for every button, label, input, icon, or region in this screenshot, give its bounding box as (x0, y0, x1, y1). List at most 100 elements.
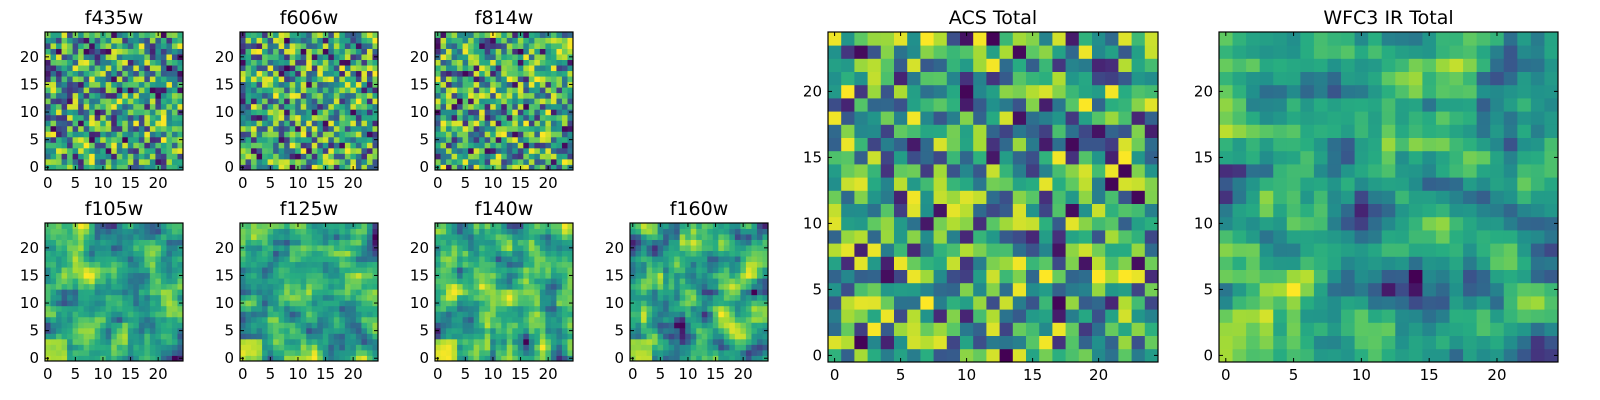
heatmap-cell (300, 109, 307, 116)
heatmap-cell (328, 239, 335, 246)
heatmap-cell (72, 316, 79, 323)
x-tick-label: 10 (678, 365, 697, 383)
heatmap-cell (372, 333, 379, 340)
heatmap-cell (946, 335, 961, 350)
heatmap-cell (446, 223, 452, 229)
heatmap-cell (111, 267, 118, 274)
heatmap-cell (251, 98, 257, 105)
heatmap-cell (1105, 269, 1119, 284)
heatmap-cell (278, 158, 285, 165)
heatmap-cell (1144, 309, 1159, 323)
heatmap-cell (550, 333, 557, 340)
heatmap-cell (1144, 282, 1159, 297)
heatmap-cell (1078, 177, 1093, 191)
heatmap-cell (751, 327, 758, 334)
heatmap-cell (133, 278, 140, 285)
heatmap-cell (333, 261, 340, 268)
heatmap-cell (133, 164, 140, 171)
heatmap-cell (999, 269, 1014, 284)
heatmap-cell (490, 267, 497, 274)
heatmap-cell (446, 305, 452, 312)
heatmap-cell (50, 278, 57, 285)
heatmap-cell (245, 338, 252, 345)
heatmap-cell (300, 153, 307, 160)
heatmap-cell (61, 59, 68, 66)
heatmap-cell (160, 136, 167, 143)
heatmap-cell (267, 289, 274, 296)
heatmap-cell (457, 250, 463, 257)
heatmap-cell (479, 164, 486, 171)
heatmap-cell (451, 272, 458, 279)
heatmap-cell (295, 278, 302, 285)
heatmap-cell (435, 65, 441, 72)
heatmap-cell (523, 92, 530, 99)
heatmap-cell (45, 70, 51, 77)
heatmap-cell (372, 92, 379, 99)
heatmap-cell (339, 305, 346, 312)
heatmap-cell (1092, 269, 1106, 284)
heatmap-cell (539, 327, 546, 334)
heatmap-cell (1052, 216, 1066, 231)
heatmap-cell (122, 92, 129, 99)
heatmap-cell (171, 59, 178, 66)
heatmap-cell (550, 142, 557, 149)
heatmap-cell (668, 250, 675, 257)
heatmap-cell (696, 322, 703, 329)
heatmap-cell (333, 355, 340, 362)
heatmap-cell (545, 289, 552, 296)
heatmap-cell (116, 65, 123, 72)
heatmap-cell (567, 349, 574, 356)
heatmap-cell (344, 316, 351, 323)
heatmap-cell (729, 228, 736, 235)
y-tick-label: 10 (410, 103, 429, 121)
heatmap-cell (1012, 164, 1027, 178)
heatmap-cell (171, 109, 178, 116)
heatmap-cell (646, 305, 653, 312)
heatmap-cell (144, 289, 151, 296)
heatmap-cell (567, 305, 574, 312)
heatmap-cell (160, 158, 167, 165)
heatmap-cell (366, 245, 373, 251)
heatmap-cell (690, 294, 697, 301)
heatmap-cell (446, 272, 452, 279)
heatmap-cell (501, 283, 508, 290)
heatmap-cell (149, 294, 156, 301)
heatmap-cell (867, 335, 882, 350)
heatmap-cell (339, 223, 346, 229)
heatmap-cell (61, 327, 68, 334)
heatmap-cell (484, 54, 491, 60)
heatmap-cell (986, 282, 1000, 297)
heatmap-cell (50, 289, 57, 296)
heatmap-cell (240, 98, 246, 105)
heatmap-cell (435, 250, 441, 257)
heatmap-cell (311, 81, 318, 88)
heatmap-cell (473, 355, 480, 362)
heatmap-cell (245, 43, 252, 49)
heatmap-cell (490, 158, 497, 165)
heatmap-cell (133, 98, 140, 105)
heatmap-cell (105, 114, 112, 121)
heatmap-cell (479, 305, 486, 312)
heatmap-cell (278, 59, 285, 66)
heatmap-cell (745, 344, 752, 351)
heatmap-cell (701, 349, 708, 356)
heatmap-cell (171, 43, 178, 49)
heatmap-cell (366, 125, 373, 132)
heatmap-cell (657, 256, 664, 263)
heatmap-cell (322, 153, 329, 160)
heatmap-cell (435, 103, 441, 110)
heatmap-cell (83, 153, 90, 160)
heatmap-cell (495, 223, 502, 229)
heatmap-cell (355, 76, 362, 83)
heatmap-cell (127, 103, 134, 110)
heatmap-cell (484, 278, 491, 285)
heatmap-cell (50, 239, 57, 246)
heatmap-cell (284, 87, 291, 94)
y-tick-label: 15 (605, 266, 624, 284)
heatmap-cell (462, 153, 469, 160)
heatmap-cell (89, 305, 96, 312)
heatmap-cell (300, 98, 307, 105)
heatmap-cell (545, 316, 552, 323)
heatmap-cell (350, 234, 357, 240)
heatmap-cell (322, 245, 329, 251)
